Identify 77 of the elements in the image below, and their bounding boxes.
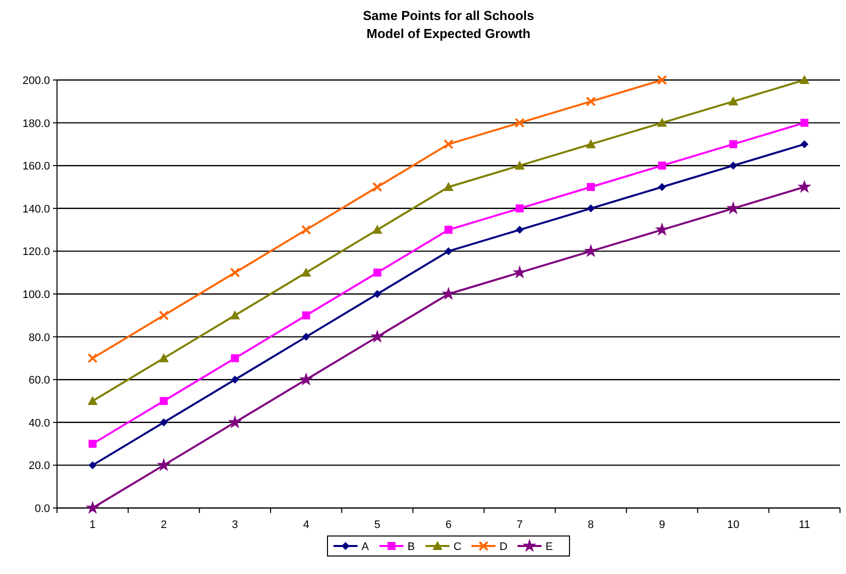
point [444,182,454,191]
point [156,458,171,472]
point [299,372,314,386]
point [88,396,98,405]
point [657,75,668,85]
y-tick-label: 0.0 [34,503,50,515]
point [302,332,310,341]
point [372,182,382,192]
x-tick-label: 1 [90,519,96,531]
point [88,461,97,470]
point [655,222,669,236]
point [88,353,98,364]
point [301,224,312,235]
point [88,440,97,448]
point [516,226,524,234]
point [230,310,240,320]
point [230,354,239,362]
point [729,140,738,148]
legend-label: B [408,541,415,553]
y-tick-label: 60.0 [28,374,50,387]
point [514,160,525,170]
x-tick-label: 3 [232,519,238,531]
legend-label: D [500,541,508,553]
y-tick-label: 20.0 [28,460,50,472]
point [370,329,384,343]
x-tick-label: 10 [727,519,740,531]
point [160,418,168,426]
point [160,397,168,405]
x-tick-label: 11 [798,519,810,531]
point [586,204,595,212]
point [86,500,100,514]
point [514,118,525,128]
point [158,353,169,362]
y-tick-label: 140.0 [22,203,50,216]
x-tick-label: 5 [374,519,380,531]
point [658,162,666,170]
x-tick-label: 4 [303,519,310,531]
x-tick-label: 2 [160,519,167,531]
point [230,268,240,278]
x-tick-label: 9 [658,519,666,531]
chart-title: Same Points for all Schools Model of Expected Growth [362,8,534,41]
legend-label: A [362,541,370,553]
x-tick-label: 6 [445,519,452,531]
point [657,118,668,127]
legend-label: C [454,541,462,553]
y-tick-label: 160.0 [22,160,50,173]
point [658,183,666,191]
y-tick-label: 80.0 [28,332,50,344]
point [158,310,169,320]
point [799,75,810,84]
point [729,162,738,170]
y-tick-label: 120.0 [22,246,50,258]
point [444,247,452,256]
y-tick-label: 100.0 [22,289,50,301]
point [372,224,382,234]
x-tick-label: 7 [516,519,523,531]
point [230,376,239,384]
point [301,268,312,277]
point [302,311,310,320]
y-tick-label: 200.0 [22,75,50,87]
y-tick-label: 40.0 [28,417,50,430]
y-tick-label: 180.0 [22,118,50,130]
point [444,226,452,234]
point [586,96,596,106]
point [586,183,595,191]
x-tick-label: 8 [588,519,594,531]
point [228,415,242,428]
point [373,290,382,298]
point [797,180,812,193]
point [516,204,524,212]
point [728,96,738,106]
point [800,118,808,127]
point [800,140,808,148]
point [373,268,382,277]
point [444,139,454,150]
point [586,139,596,148]
legend-label: E [546,541,553,553]
